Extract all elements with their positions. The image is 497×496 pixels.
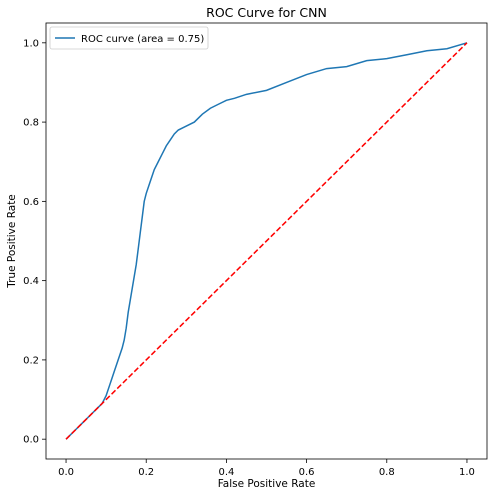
y-axis-label: True Positive Rate bbox=[6, 194, 18, 289]
plot-area bbox=[65, 42, 468, 440]
y-tick-label: 0.2 bbox=[23, 355, 39, 366]
y-tick-label: 0.0 bbox=[23, 435, 39, 446]
x-axis-label: False Positive Rate bbox=[218, 478, 316, 490]
y-tick-label: 1.0 bbox=[23, 38, 39, 49]
chance-diagonal-line bbox=[65, 42, 468, 440]
y-tick-label: 0.4 bbox=[23, 276, 39, 287]
roc-curve-line bbox=[65, 42, 468, 440]
x-tick-label: 0.4 bbox=[218, 467, 234, 478]
x-tick-label: 1.0 bbox=[459, 467, 475, 478]
y-tick-label: 0.6 bbox=[23, 197, 39, 208]
plot-frame bbox=[45, 22, 488, 460]
chart-title: ROC Curve for CNN bbox=[206, 5, 327, 20]
x-tick-label: 0.2 bbox=[138, 467, 154, 478]
legend-box bbox=[49, 26, 209, 50]
x-tick-label: 0.0 bbox=[58, 467, 74, 478]
x-tick-label: 0.8 bbox=[379, 467, 395, 478]
y-axis-ticks: 0.0 0.2 0.4 0.6 0.8 1.0 bbox=[23, 38, 46, 446]
legend-label-roc: ROC curve (area = 0.75) bbox=[81, 34, 204, 45]
x-axis-ticks: 0.0 0.2 0.4 0.6 0.8 1.0 bbox=[58, 459, 475, 478]
y-tick-label: 0.8 bbox=[23, 118, 39, 129]
x-tick-label: 0.6 bbox=[299, 467, 315, 478]
legend: ROC curve (area = 0.75) bbox=[49, 26, 209, 50]
